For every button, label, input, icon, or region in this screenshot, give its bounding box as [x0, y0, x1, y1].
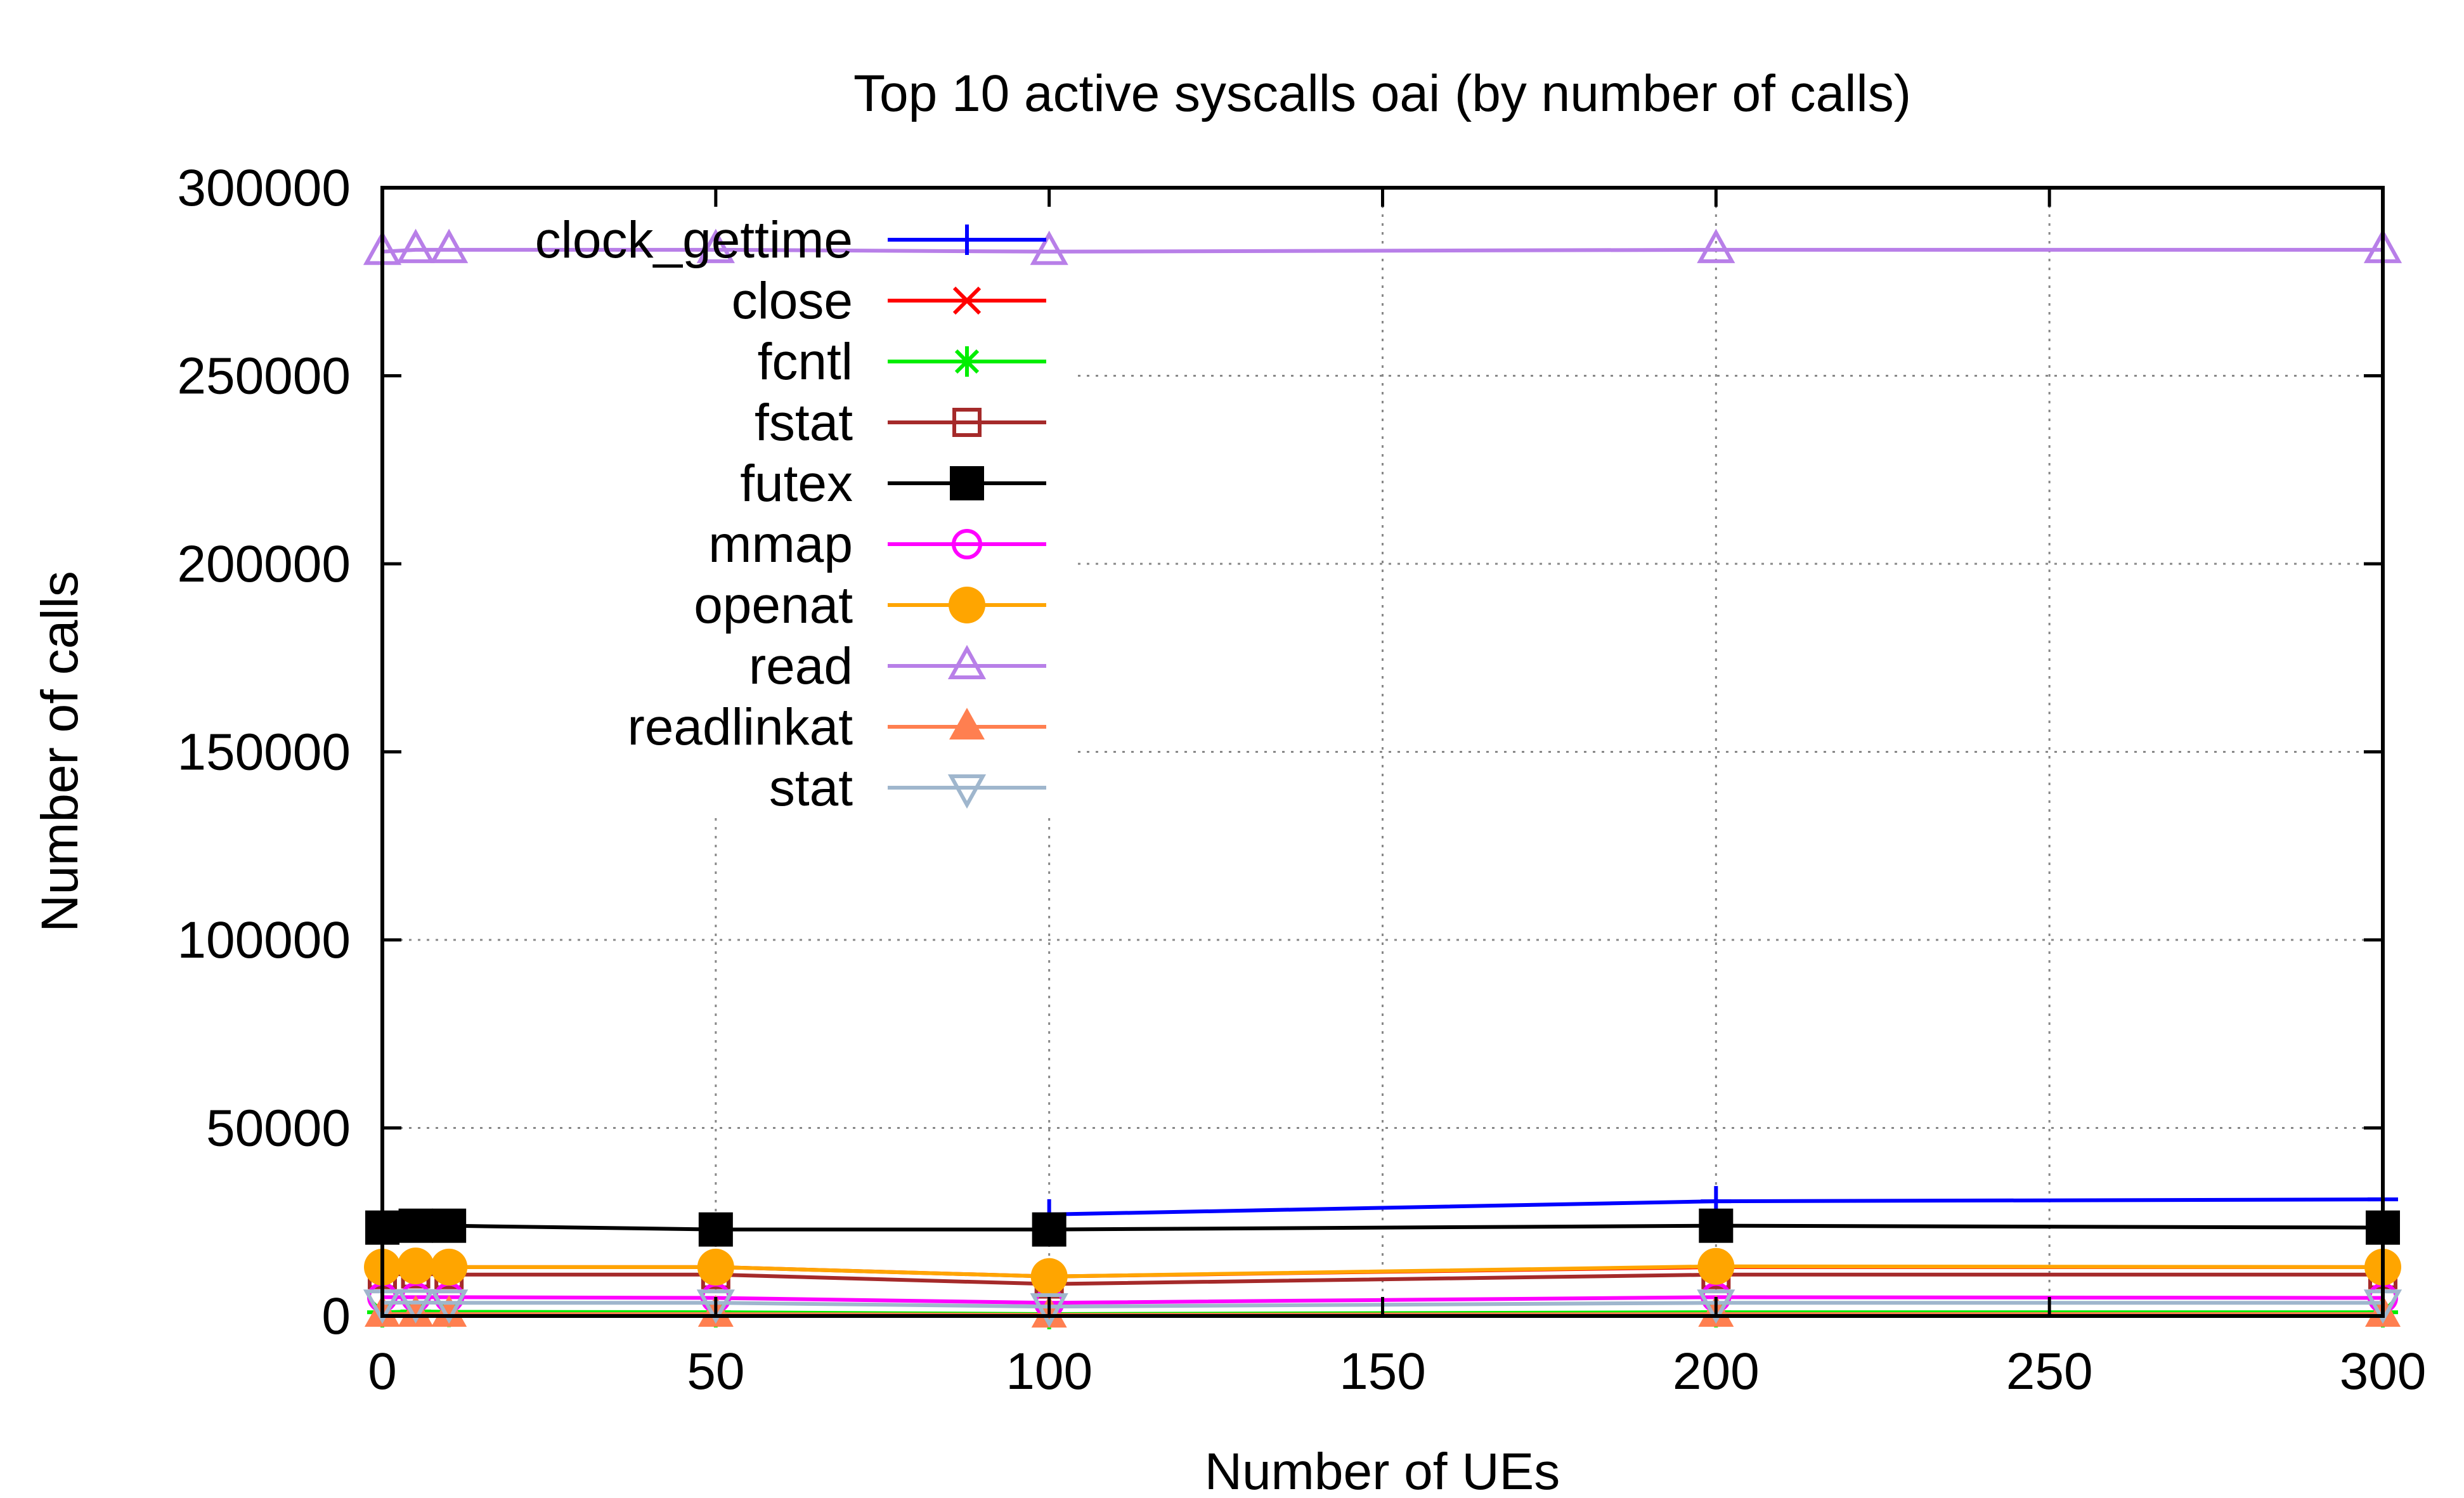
y-tick-label: 150000: [177, 724, 351, 781]
y-tick-label: 100000: [177, 911, 351, 969]
legend-entry: close: [732, 272, 1046, 330]
legend-entry: mmap: [708, 516, 1046, 573]
data-point: [398, 1208, 433, 1243]
data-point: [431, 1295, 467, 1327]
x-tick-label: 300: [2340, 1343, 2427, 1400]
legend-entry: fcntl: [758, 333, 1046, 391]
legend-entry: futex: [740, 455, 1046, 512]
legend-label: close: [732, 272, 853, 330]
data-point: [430, 1289, 469, 1324]
data-point: [1032, 1212, 1067, 1247]
data-point: [1697, 1247, 1735, 1285]
data-point: [430, 228, 469, 263]
data-point: [432, 1208, 467, 1243]
legend-entry: fstat: [755, 394, 1046, 452]
legend-marker: [947, 644, 987, 679]
legend-label: read: [749, 637, 853, 695]
series-read: [363, 228, 2402, 265]
data-point: [397, 1247, 434, 1285]
legend-label: fstat: [755, 394, 853, 452]
legend-entry: readlinkat: [627, 698, 1046, 756]
data-point: [1030, 1258, 1068, 1295]
legend-marker: [949, 708, 985, 739]
legend-marker: [952, 346, 982, 377]
x-tick-label: 150: [1339, 1343, 1426, 1400]
data-point: [1030, 1293, 1068, 1328]
data-point: [1697, 1289, 1735, 1324]
x-axis-label: Number of UEs: [1205, 1443, 1560, 1498]
legend-entry: read: [749, 637, 1046, 695]
axis-ticks: 0 50 100 150 200 250 300 0 50000 100000 150000 2000…: [177, 159, 2426, 1400]
legend-marker: [950, 466, 984, 500]
x-tick-label: 50: [687, 1343, 744, 1400]
x-tick-label: 0: [368, 1343, 397, 1400]
data-point: [431, 1248, 468, 1286]
legend-marker: [947, 774, 987, 809]
data-point: [398, 1295, 434, 1327]
legend-entry: stat: [769, 759, 1046, 817]
legend-label: mmap: [708, 516, 853, 573]
y-tick-label: 250000: [177, 348, 351, 405]
legend-entry: openat: [694, 576, 1046, 634]
legend-marker: [949, 587, 985, 623]
legend-label: openat: [694, 576, 853, 634]
legend-marker: [952, 408, 982, 437]
legend-marker: [952, 286, 982, 315]
legend-label: fcntl: [758, 333, 853, 391]
legend-entry: clock_gettime: [535, 211, 1046, 269]
series-openat: [364, 1247, 2401, 1295]
y-tick-label: 200000: [177, 535, 351, 593]
data-point: [396, 1289, 435, 1324]
legend-label: stat: [769, 759, 853, 817]
data-point: [1699, 1208, 1734, 1243]
chart-title: Top 10 active syscalls oai (by number of…: [853, 65, 1911, 122]
x-tick-label: 250: [2006, 1343, 2093, 1400]
legend-marker: [952, 225, 982, 255]
legend-label: futex: [740, 455, 853, 512]
legend: clock_gettimeclosefcntlfstatfutexmmapope…: [535, 211, 1046, 817]
y-tick-label: 50000: [206, 1100, 351, 1157]
data-point: [698, 1212, 733, 1247]
data-point: [697, 1248, 734, 1286]
y-tick-label: 0: [321, 1287, 351, 1345]
legend-label: clock_gettime: [535, 211, 853, 269]
grid-lines: [382, 188, 2383, 1316]
legend-label: readlinkat: [627, 698, 853, 756]
y-tick-label: 300000: [177, 159, 351, 217]
data-point: [696, 228, 735, 263]
x-tick-label: 100: [1006, 1343, 1093, 1400]
y-axis-label: Number of calls: [31, 571, 89, 932]
data-point: [1697, 228, 1735, 263]
data-point: [396, 228, 435, 263]
series-line: [382, 247, 2383, 254]
data-point: [696, 1289, 735, 1324]
legend-marker: [952, 529, 982, 559]
data-point: [1030, 230, 1068, 265]
x-tick-label: 200: [1673, 1343, 1760, 1400]
